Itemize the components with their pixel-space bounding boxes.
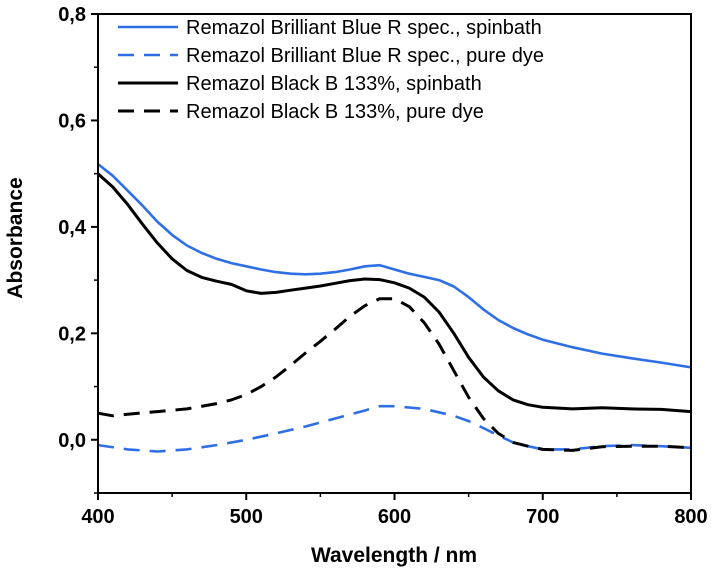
x-tick-label: 600 xyxy=(378,506,411,528)
series-line-1 xyxy=(97,163,692,369)
y-tick-label: 0,6 xyxy=(58,110,86,132)
x-tick-label: 700 xyxy=(526,506,559,528)
legend: Remazol Brilliant Blue R spec., spinbath… xyxy=(118,17,544,123)
x-tick-label: 500 xyxy=(230,506,263,528)
series-line-2 xyxy=(97,404,692,453)
series-line-4 xyxy=(97,297,692,452)
legend-label-2: Remazol Brilliant Blue R spec., pure dye xyxy=(186,45,544,67)
series-line-3 xyxy=(96,172,692,414)
x-axis-label: Wavelength / nm xyxy=(311,544,477,567)
legend-label-3: Remazol Black B 133%, spinbath xyxy=(186,73,482,95)
y-axis-label: Absorbance xyxy=(4,177,27,298)
legend-label-1: Remazol Brilliant Blue R spec., spinbath xyxy=(186,17,542,39)
y-tick-label: 0,0 xyxy=(58,430,86,452)
legend-label-4: Remazol Black B 133%, pure dye xyxy=(186,101,484,123)
x-tick-label: 400 xyxy=(81,506,114,528)
x-tick-label: 800 xyxy=(674,506,707,528)
y-tick-label: 0,4 xyxy=(58,217,87,239)
y-tick-label: 0,2 xyxy=(58,323,86,345)
y-tick-label: 0,8 xyxy=(58,4,86,26)
